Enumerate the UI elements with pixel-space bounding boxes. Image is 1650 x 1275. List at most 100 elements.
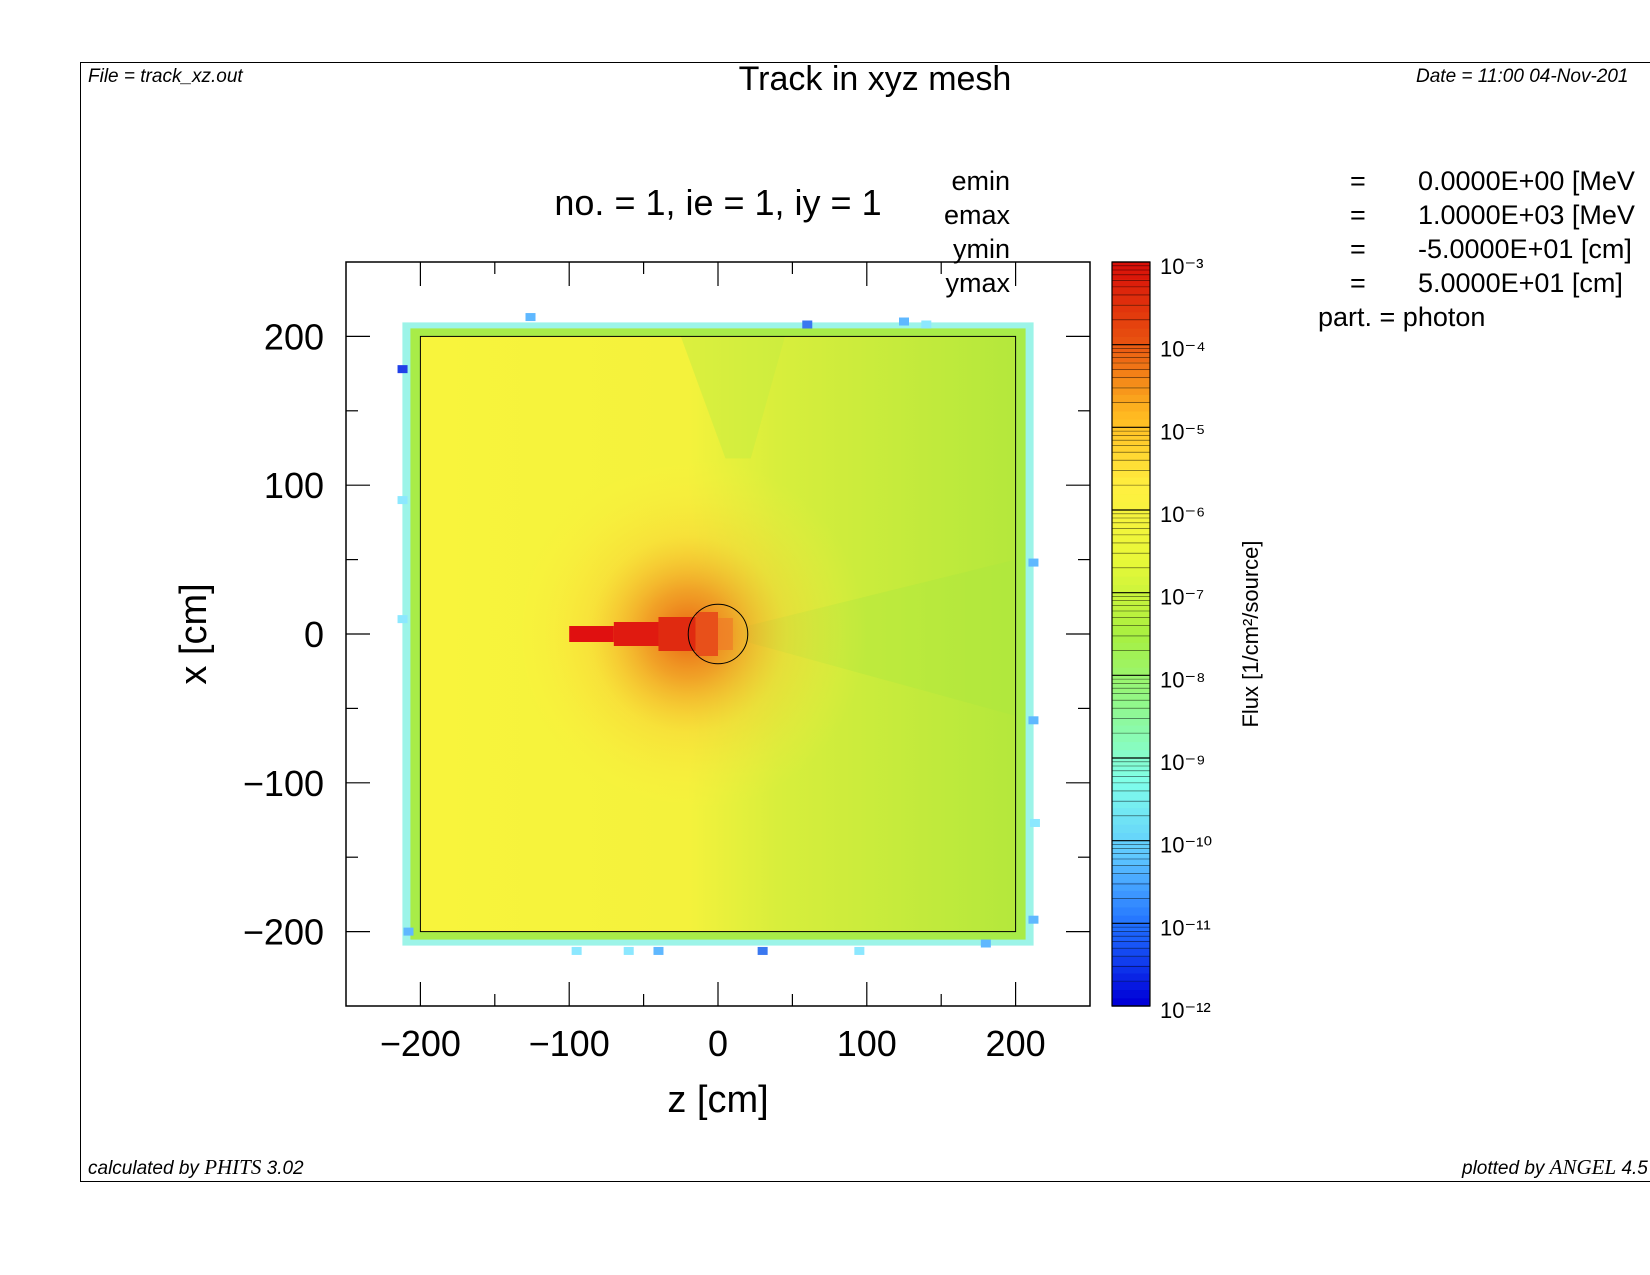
colorbar-strip: [1112, 791, 1150, 800]
colorbar-strip: [1112, 402, 1150, 412]
colorbar-strip: [1112, 667, 1150, 676]
colorbar-strip: [1112, 278, 1150, 288]
param-value: 1.0000E+03 [MeV: [1418, 200, 1635, 230]
colorbar-strip: [1112, 592, 1150, 602]
low-flux-pixel: [1029, 818, 1040, 827]
colorbar-strip: [1112, 915, 1150, 924]
colorbar-strip: [1112, 319, 1150, 329]
param-eq: =: [1350, 200, 1366, 230]
x-tick-label: −100: [529, 1023, 610, 1064]
colorbar-strip: [1112, 906, 1150, 916]
colorbar-strip: [1112, 675, 1150, 685]
colorbar-strip: [1112, 295, 1150, 304]
colorbar-strip: [1112, 799, 1150, 809]
colorbar-strip: [1112, 427, 1150, 437]
colorbar-strip: [1112, 642, 1150, 652]
colorbar-tick-label: 10⁻⁶: [1160, 502, 1205, 527]
right-streak: [744, 559, 1016, 716]
colorbar-strip: [1112, 716, 1150, 726]
colorbar-strip: [1112, 758, 1150, 767]
x-tick-label: 200: [986, 1023, 1046, 1064]
colorbar-strip: [1112, 708, 1150, 718]
colorbar-strip: [1112, 625, 1150, 635]
colorbar-strip: [1112, 377, 1150, 387]
colorbar-strip: [1112, 898, 1150, 908]
colorbar-strip: [1112, 369, 1150, 379]
x-axis-label: z [cm]: [667, 1079, 768, 1121]
colorbar-strip: [1112, 543, 1150, 552]
colorbar-strip: [1112, 386, 1150, 395]
plotted-version: 4.5: [1616, 1158, 1648, 1179]
low-flux-pixel: [571, 946, 582, 955]
colorbar-tick-label: 10⁻¹⁰: [1160, 833, 1212, 858]
colorbar-strip: [1112, 443, 1150, 453]
colorbar-strip: [1112, 923, 1150, 933]
angel-logo-text: ANGEL: [1549, 1155, 1617, 1179]
colorbar-strip: [1112, 890, 1150, 900]
beam-segment: [569, 626, 614, 642]
y-tick-label: 0: [304, 614, 324, 655]
plotted-prefix: plotted by: [1462, 1158, 1550, 1179]
box-outline: [419, 335, 1017, 933]
colorbar-strip: [1112, 493, 1150, 503]
colorbar-strip: [1112, 873, 1150, 883]
low-flux-pixel: [1028, 716, 1039, 725]
y-tick-label: 100: [264, 465, 324, 506]
colorbar-strip: [1112, 865, 1150, 875]
colorbar-strip: [1112, 526, 1150, 536]
low-flux-pixel: [899, 317, 909, 326]
colorbar-strip: [1112, 336, 1150, 346]
plot-frame: [80, 62, 1650, 1182]
colorbar-strip: [1112, 468, 1150, 478]
param-value: 0.0000E+00 [MeV: [1418, 166, 1635, 196]
colorbar-strip: [1112, 782, 1150, 792]
colorbar-strip: [1112, 584, 1150, 594]
colorbar-tick-label: 10⁻⁴: [1160, 337, 1206, 362]
colorbar-strip: [1112, 452, 1150, 461]
colorbar-strip: [1112, 303, 1150, 313]
page-title: Track in xyz mesh: [738, 60, 1012, 98]
colorbar-strip: [1112, 939, 1150, 949]
calculated-version: 3.02: [261, 1158, 304, 1179]
footer-calculated-by: calculated by PHITS 3.02: [88, 1155, 304, 1180]
colorbar-strip: [1112, 857, 1150, 867]
low-flux-pixel: [397, 365, 408, 374]
colorbar-strip: [1112, 824, 1150, 833]
low-flux-pixel: [1028, 558, 1039, 567]
colorbar-strip: [1112, 419, 1150, 428]
param-key: emin: [951, 166, 1010, 196]
colorbar-strip: [1112, 741, 1150, 751]
y-axis-label: x [cm]: [173, 583, 215, 684]
colorbar-tick-label: 10⁻¹²: [1160, 998, 1211, 1023]
footer-plotted-by: plotted by ANGEL 4.5: [1462, 1155, 1648, 1180]
colorbar-strip: [1112, 286, 1150, 296]
low-flux-pixel: [403, 927, 414, 936]
colorbar-tick-label: 10⁻¹¹: [1160, 915, 1211, 940]
colorbar-strip: [1112, 956, 1150, 966]
colorbar-strip: [1112, 410, 1150, 420]
x-tick-label: 0: [708, 1023, 728, 1064]
low-flux-pixel: [757, 946, 768, 955]
beam-segment: [658, 617, 696, 651]
colorbar-strip: [1112, 650, 1150, 660]
colorbar-strip: [1112, 476, 1150, 486]
date-label: Date = 11:00 04-Nov-201: [1416, 66, 1629, 87]
colorbar-strip: [1112, 551, 1150, 561]
param-value: 5.0000E+01 [cm]: [1418, 268, 1623, 298]
colorbar-strip: [1112, 576, 1150, 585]
param-eq: =: [1350, 268, 1366, 298]
colorbar-strip: [1112, 989, 1150, 999]
param-key: ymax: [945, 268, 1010, 298]
colorbar-strip: [1112, 774, 1150, 784]
beam-segment: [613, 622, 659, 646]
low-flux-pixel: [1028, 915, 1039, 924]
colorbar-strip: [1112, 948, 1150, 957]
colorbar-strip: [1112, 658, 1150, 668]
colorbar-strip: [1112, 815, 1150, 825]
sphere-outline: [687, 603, 749, 665]
calculated-prefix: calculated by: [88, 1158, 205, 1179]
colorbar-strip: [1112, 394, 1150, 404]
colorbar-strip: [1112, 328, 1150, 337]
beam-segment: [718, 618, 733, 650]
